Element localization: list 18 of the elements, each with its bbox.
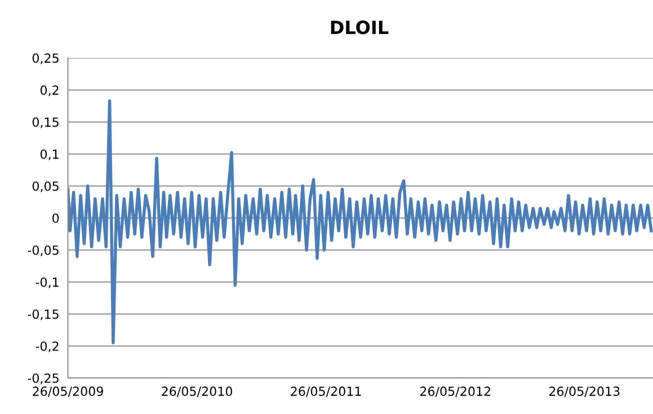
y-tick-label: 0,05	[32, 181, 58, 192]
x-tick-label: 26/05/2012	[420, 386, 490, 397]
y-tick-label: -0,2	[36, 341, 58, 352]
y-tick-label: 0,15	[32, 117, 58, 128]
y-tick-label: -0,1	[36, 277, 58, 288]
line-series	[68, 99, 653, 344]
x-tick-label: 26/05/2009	[32, 386, 104, 397]
y-tick-label: -0,25	[28, 373, 58, 384]
x-tick-label: 26/05/2010	[162, 386, 232, 397]
y-tick-label: -0,15	[28, 309, 58, 320]
y-tick-label: 0,25	[32, 53, 58, 64]
y-tick-label: 0,2	[40, 85, 58, 96]
x-tick-label: 26/05/2011	[290, 386, 361, 397]
y-tick-label: -0,05	[28, 245, 58, 256]
y-tick-label: 0,1	[40, 149, 58, 160]
y-tick-label: 0	[52, 213, 59, 223]
x-tick-label: 26/05/2013	[549, 386, 620, 397]
chart-title: DLOIL	[331, 20, 388, 34]
